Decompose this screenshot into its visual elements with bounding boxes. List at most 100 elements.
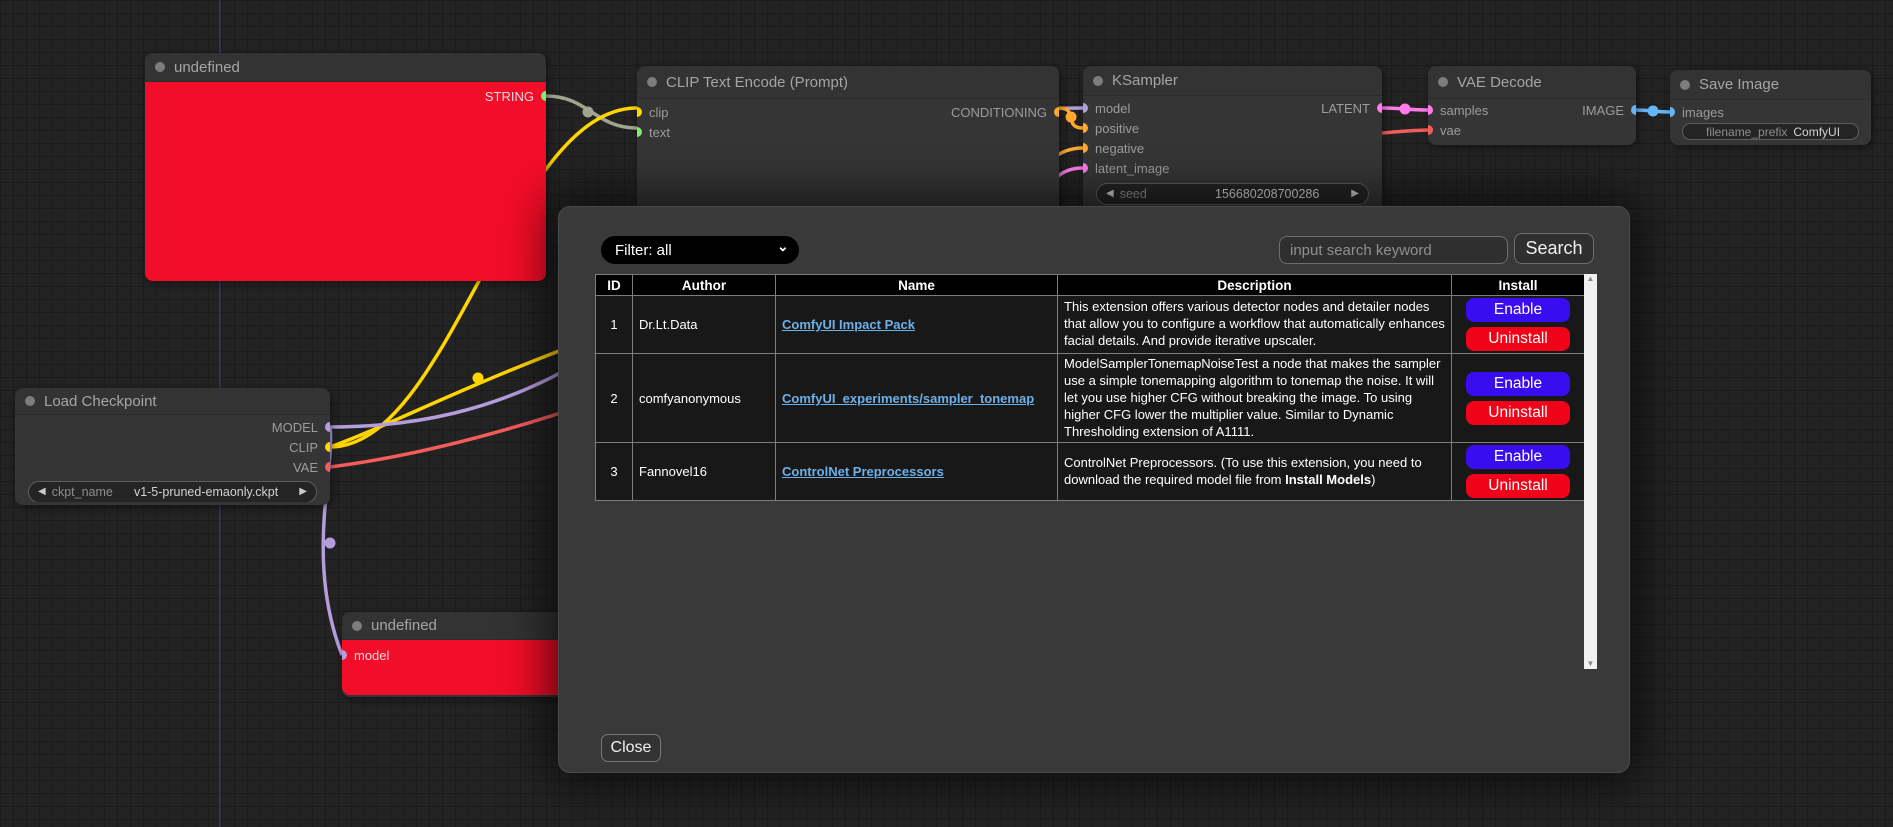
input-label: positive: [1095, 120, 1140, 136]
output-label: LATENT: [1321, 100, 1370, 116]
wire-dot: [1065, 111, 1077, 123]
node-title: Save Image: [1699, 76, 1780, 93]
description-text: ControlNet Preprocessors. (To use this e…: [1064, 455, 1422, 487]
enable-button[interactable]: Enable: [1466, 445, 1570, 470]
widget-value: v1-5-pruned-emaonly.ckpt: [133, 485, 279, 499]
node-header[interactable]: KSampler: [1083, 66, 1382, 96]
node-title: undefined: [371, 617, 437, 634]
uninstall-button[interactable]: Uninstall: [1466, 400, 1570, 425]
enable-button[interactable]: Enable: [1466, 371, 1570, 396]
widget-value: ComfyUI: [1793, 124, 1841, 139]
table-row: 2 comfyanonymous ComfyUI_experiments/sam…: [595, 352, 1585, 444]
uninstall-button[interactable]: Uninstall: [1466, 327, 1570, 351]
input-slot-model[interactable]: [1083, 103, 1088, 113]
description-text: ): [1371, 471, 1376, 487]
output-label: CLIP: [289, 439, 318, 455]
widget-left-arrow-icon[interactable]: ◀: [1106, 188, 1114, 199]
widget-name: filename_prefix: [1706, 124, 1788, 139]
cell-author: comfyanonymous: [632, 352, 776, 444]
node-title: undefined: [174, 58, 240, 76]
node-header[interactable]: VAE Decode: [1428, 66, 1636, 99]
wire-model-down: [321, 426, 344, 656]
col-header-description: Description: [1057, 274, 1452, 296]
search-button[interactable]: Search: [1514, 233, 1594, 264]
output-slot-clip[interactable]: [325, 442, 330, 452]
col-header-id: ID: [595, 274, 633, 296]
cell-id: 2: [595, 352, 633, 444]
widget-name: ckpt_name: [51, 485, 113, 499]
input-slot-text[interactable]: [637, 127, 642, 137]
input-slot-images[interactable]: [1670, 107, 1675, 117]
input-label: vae: [1440, 122, 1461, 138]
input-label: model: [1095, 100, 1131, 116]
output-label: MODEL: [271, 419, 318, 435]
seed-widget[interactable]: ◀ seed 156680208700286 ▶: [1096, 183, 1369, 205]
filter-select[interactable]: Filter: all: [601, 236, 799, 264]
output-label: STRING: [484, 88, 534, 104]
cell-description: This extension offers various detector n…: [1057, 295, 1452, 354]
node-undefined-top[interactable]: undefined STRING: [145, 53, 546, 281]
input-label: clip: [649, 104, 669, 120]
node-header[interactable]: Save Image: [1670, 70, 1871, 100]
output-slot-vae[interactable]: [325, 462, 330, 472]
ckpt-name-widget[interactable]: ◀ ckpt_name v1-5-pruned-emaonly.ckpt ▶: [28, 481, 317, 502]
node-load-checkpoint[interactable]: Load Checkpoint MODEL CLIP VAE ◀ ckpt_na…: [15, 388, 330, 505]
output-slot-conditioning[interactable]: [1054, 107, 1059, 117]
node-header[interactable]: CLIP Text Encode (Prompt): [637, 66, 1059, 99]
table-header-row: ID Author Name Description Install: [595, 274, 1585, 296]
description-text: Install Models: [1285, 471, 1372, 487]
input-label: text: [649, 124, 670, 140]
enable-button[interactable]: Enable: [1466, 298, 1570, 322]
output-slot-string[interactable]: [541, 91, 546, 101]
col-header-author: Author: [632, 274, 776, 296]
node-status-dot-icon: [352, 620, 362, 631]
scroll-down-icon[interactable]: ▼: [1586, 659, 1595, 668]
input-slot-model[interactable]: [342, 650, 347, 660]
node-title: CLIP Text Encode (Prompt): [666, 73, 849, 91]
uninstall-button[interactable]: Uninstall: [1466, 474, 1570, 499]
close-button[interactable]: Close: [601, 734, 661, 762]
output-slot-model[interactable]: [325, 422, 330, 432]
cell-description: ControlNet Preprocessors. (To use this e…: [1057, 442, 1452, 502]
cell-author: Dr.Lt.Data: [632, 295, 776, 354]
cell-install: Enable Uninstall: [1451, 295, 1585, 354]
output-slot-image[interactable]: [1631, 105, 1636, 115]
extension-link[interactable]: ControlNet Preprocessors: [782, 464, 944, 480]
cell-name: ComfyUI Impact Pack: [775, 295, 1058, 354]
widget-right-arrow-icon[interactable]: ▶: [1351, 188, 1359, 199]
extension-table: ID Author Name Description Install 1 Dr.…: [595, 274, 1585, 502]
node-status-dot-icon: [25, 396, 35, 406]
filename-prefix-widget[interactable]: filename_prefix ComfyUI: [1682, 123, 1859, 140]
output-label: VAE: [292, 459, 318, 475]
input-slot-clip[interactable]: [637, 107, 642, 117]
scroll-up-icon[interactable]: ▲: [1586, 274, 1595, 283]
cell-author: Fannovel16: [632, 442, 776, 502]
wire-dot: [582, 106, 594, 118]
node-header[interactable]: Load Checkpoint: [15, 388, 330, 415]
custom-nodes-manager-dialog: Filter: all ⌄ Search ID Author Name Desc…: [558, 206, 1630, 773]
input-slot-negative[interactable]: [1083, 143, 1088, 153]
cell-id: 1: [595, 295, 633, 354]
output-slot-latent[interactable]: [1377, 103, 1382, 113]
input-label: samples: [1440, 102, 1489, 118]
node-save-image[interactable]: Save Image images filename_prefix ComfyU…: [1670, 70, 1871, 145]
cell-install: Enable Uninstall: [1451, 352, 1585, 444]
input-slot-positive[interactable]: [1083, 123, 1088, 133]
wire-dot: [472, 372, 484, 384]
node-vae-decode[interactable]: VAE Decode samples IMAGE vae: [1428, 66, 1636, 145]
node-header[interactable]: undefined: [145, 53, 546, 82]
extension-link[interactable]: ComfyUI_experiments/sampler_tonemap: [782, 390, 1035, 406]
table-scrollbar[interactable]: ▲ ▼: [1584, 274, 1597, 669]
input-slot-samples[interactable]: [1428, 105, 1433, 115]
input-slot-latent-image[interactable]: [1083, 163, 1088, 173]
search-input[interactable]: [1279, 236, 1508, 264]
description-text: This extension offers various detector n…: [1064, 299, 1445, 348]
widget-right-arrow-icon[interactable]: ▶: [299, 486, 307, 497]
widget-left-arrow-icon[interactable]: ◀: [38, 486, 46, 497]
extension-link[interactable]: ComfyUI Impact Pack: [782, 317, 915, 332]
widget-value: 156680208700286: [1215, 187, 1320, 201]
input-slot-vae[interactable]: [1428, 125, 1433, 135]
extension-table-container: ID Author Name Description Install 1 Dr.…: [595, 274, 1597, 669]
cell-name: ControlNet Preprocessors: [775, 442, 1058, 502]
